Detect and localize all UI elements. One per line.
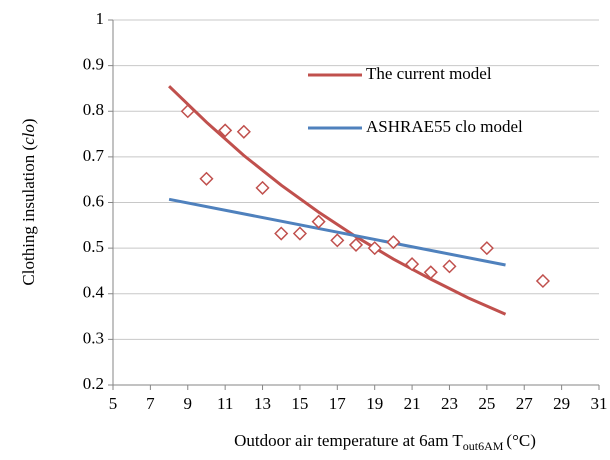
data-point	[386, 235, 401, 250]
x-axis-title: Outdoor air temperature at 6am Tout6AM (°…	[234, 431, 536, 453]
data-point	[348, 237, 364, 252]
x-title-text: Outdoor air temperature at 6am T	[234, 431, 463, 450]
y-tick-label: 0.6	[83, 191, 104, 210]
x-tick-label: 27	[516, 394, 534, 413]
data-point	[218, 123, 233, 138]
x-title-subscript: out6AM	[463, 439, 504, 453]
y-title-close: )	[19, 118, 38, 124]
model-line	[168, 85, 507, 316]
data-point	[405, 257, 420, 272]
y-tick-label: 0.2	[83, 374, 104, 393]
y-tick-label: 0.5	[83, 237, 104, 256]
data-point	[479, 241, 494, 256]
x-tick-label: 25	[478, 394, 495, 413]
y-tick-label: 0.9	[83, 55, 104, 74]
data-point	[292, 226, 307, 241]
data-point	[423, 265, 438, 280]
x-tick-label: 29	[553, 394, 570, 413]
y-tick-label: 1	[96, 9, 105, 28]
data-point	[330, 233, 345, 248]
x-tick-label: 7	[146, 394, 155, 413]
data-point	[442, 259, 457, 274]
legend-label: ASHRAE55 clo model	[366, 117, 523, 136]
legend-label: The current model	[366, 64, 492, 83]
data-point	[274, 226, 289, 241]
y-tick-label: 0.7	[83, 146, 105, 165]
data-point	[199, 171, 214, 186]
x-tick-label: 17	[329, 394, 347, 413]
data-point	[535, 273, 550, 289]
data-point	[180, 104, 195, 119]
y-tick-label: 0.3	[83, 328, 104, 347]
data-point	[255, 180, 270, 195]
x-tick-label: 23	[441, 394, 458, 413]
x-tick-label: 31	[591, 394, 608, 413]
x-tick-label: 13	[254, 394, 271, 413]
x-tick-label: 15	[291, 394, 308, 413]
y-title-text: Clothing insulation (	[19, 145, 38, 286]
x-tick-label: 9	[184, 394, 193, 413]
y-tick-label: 0.8	[83, 100, 104, 119]
data-point	[311, 214, 326, 229]
data-point	[236, 124, 251, 139]
y-axis-title: Clothing insulation (clo)	[19, 118, 38, 285]
x-title-unit: (°C)	[506, 431, 535, 450]
y-tick-label: 0.4	[83, 283, 105, 302]
x-tick-label: 11	[217, 394, 233, 413]
x-tick-label: 5	[109, 394, 118, 413]
x-tick-label: 21	[404, 394, 421, 413]
data-point	[367, 241, 382, 256]
y-title-italic: clo	[19, 124, 38, 145]
model-line	[168, 197, 506, 267]
x-tick-label: 19	[366, 394, 383, 413]
